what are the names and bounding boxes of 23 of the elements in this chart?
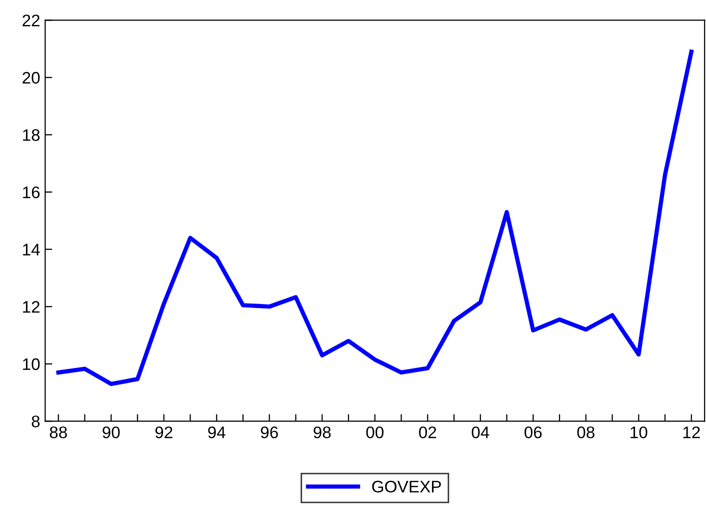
- x-tick-label: 12: [683, 426, 700, 438]
- x-tick-label: 02: [419, 426, 436, 438]
- x-tick-label: 92: [155, 426, 172, 438]
- y-tick-label: 10: [23, 358, 40, 370]
- x-tick-label: 96: [260, 426, 278, 438]
- x-tick-label: 10: [630, 426, 648, 438]
- y-tick-label: 16: [23, 186, 40, 198]
- x-tick-label: 00: [366, 426, 384, 438]
- x-tick-label: 88: [50, 426, 67, 438]
- x-tick-label: 94: [208, 426, 226, 438]
- x-tick-label: 04: [472, 426, 490, 438]
- legend-label: GOVEXP: [372, 480, 441, 493]
- x-tick-label: 08: [577, 426, 594, 438]
- y-tick-label: 12: [23, 301, 40, 313]
- y-tick-label: 22: [22, 14, 40, 26]
- y-tick-label: 14: [23, 244, 40, 256]
- y-tick-label: 20: [22, 72, 40, 84]
- x-tick-label: 98: [314, 426, 331, 438]
- x-tick-label: 90: [102, 426, 120, 438]
- line-series: [56, 50, 694, 386]
- y-tick-label: 18: [23, 129, 40, 141]
- y-tick-label: 8: [32, 416, 40, 428]
- x-tick-label: 06: [524, 426, 542, 438]
